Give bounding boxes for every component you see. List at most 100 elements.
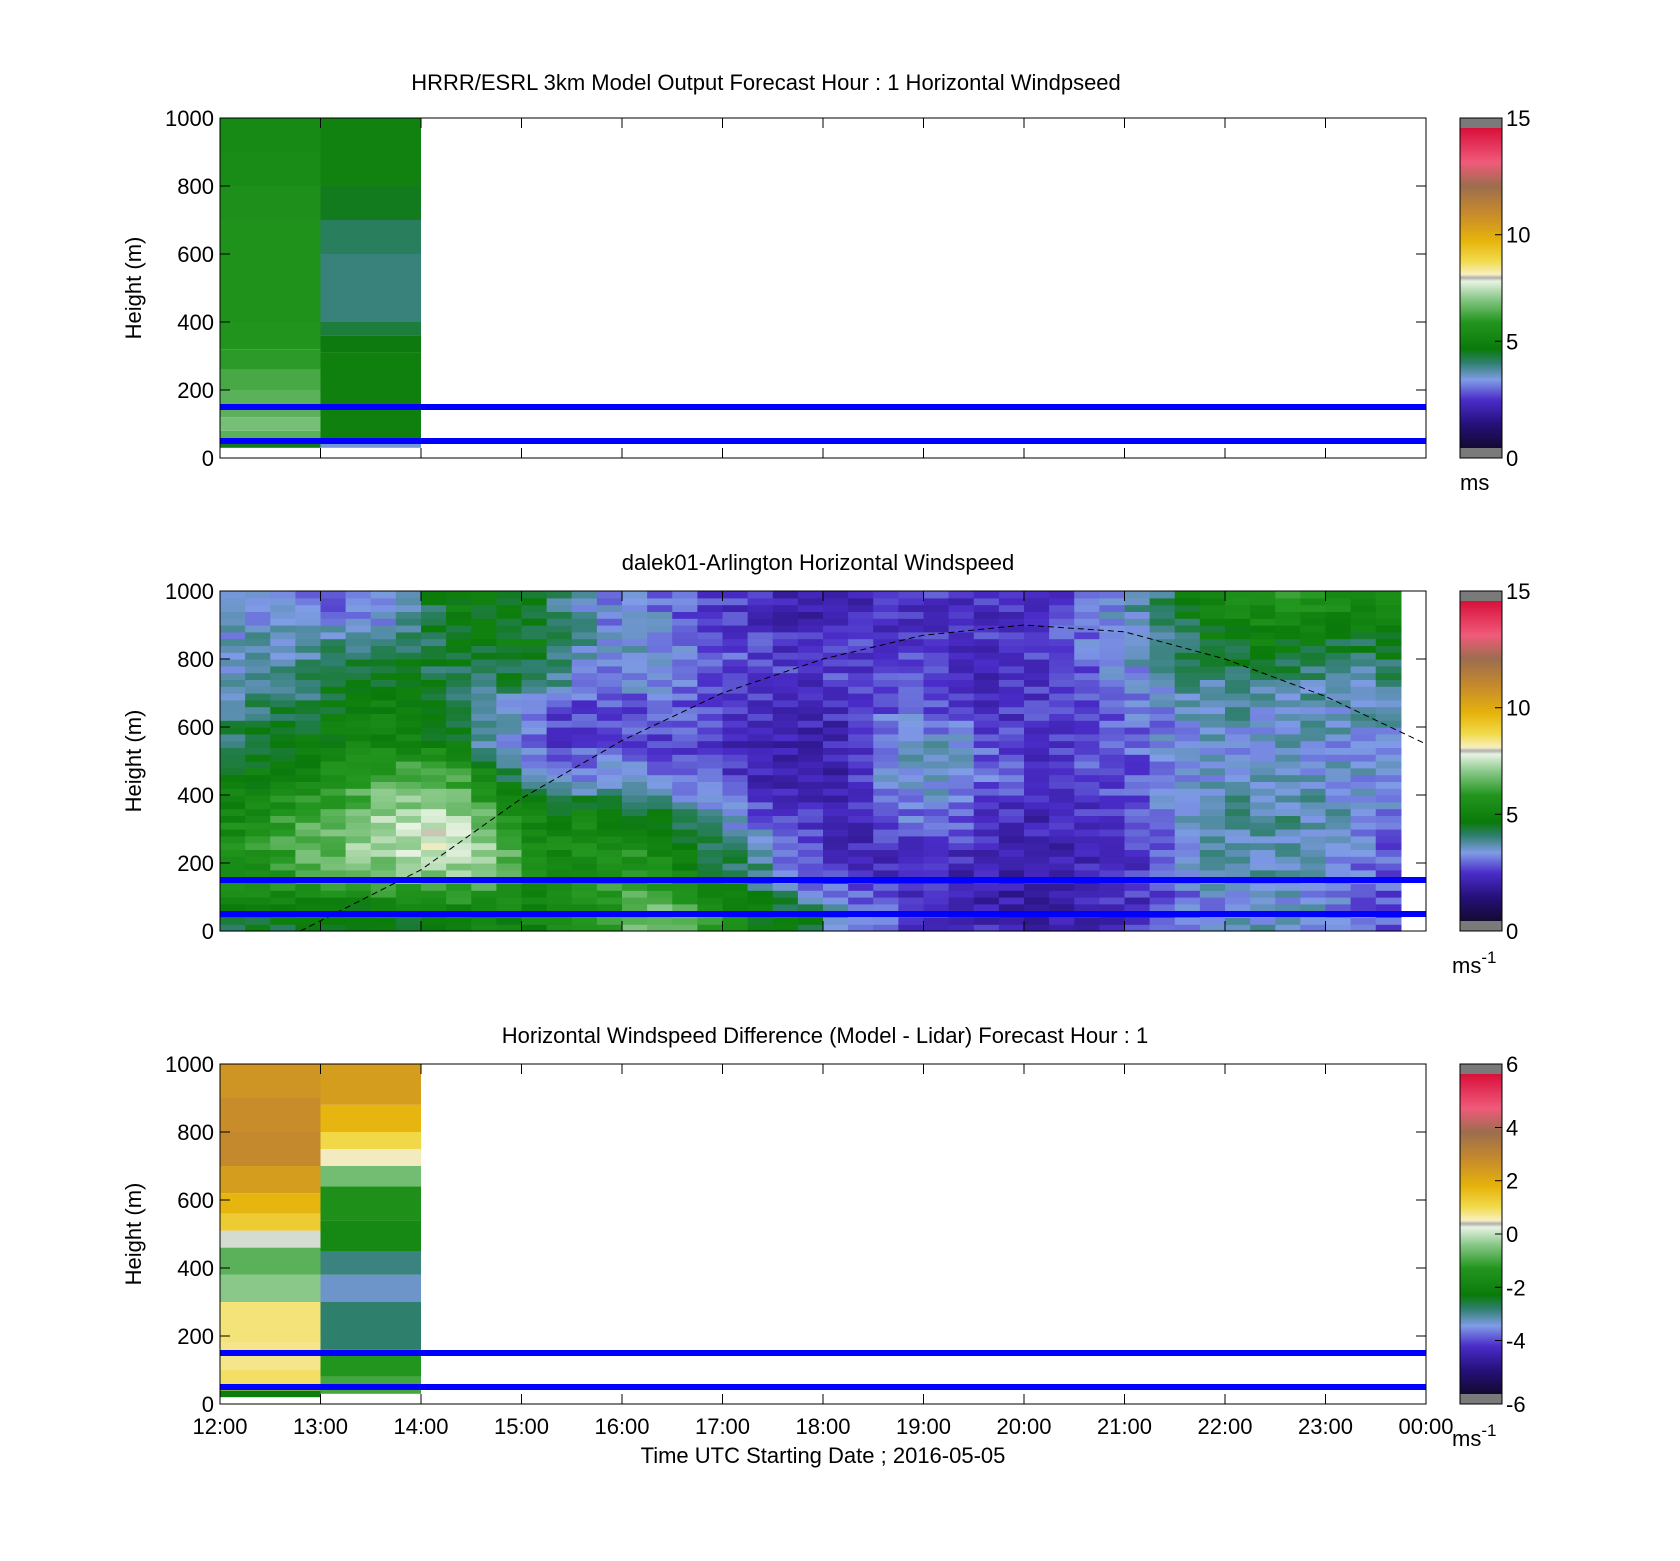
heatmap-cell xyxy=(345,720,372,728)
heatmap-cell xyxy=(395,924,422,932)
heatmap-cell xyxy=(923,638,950,646)
heatmap-cell xyxy=(898,917,925,925)
heatmap-cell xyxy=(948,659,975,667)
heatmap-cell xyxy=(1325,604,1352,612)
heatmap-cell xyxy=(923,863,950,871)
heatmap-cell xyxy=(1300,679,1327,687)
heatmap-cell xyxy=(1074,849,1100,857)
heatmap-cell xyxy=(1325,652,1352,660)
heatmap-cell xyxy=(622,890,648,898)
heatmap-cell xyxy=(546,591,573,599)
heatmap-cell xyxy=(797,835,824,844)
heatmap-cell xyxy=(1350,693,1377,701)
heatmap-cell xyxy=(647,903,673,912)
heatmap-cell xyxy=(1300,869,1327,878)
heatmap-cell xyxy=(270,883,296,891)
heatmap-cell xyxy=(898,713,925,721)
heatmap-cell xyxy=(571,835,598,844)
heatmap-cell xyxy=(245,652,271,660)
heatmap-cell xyxy=(923,652,950,660)
heatmap-cell xyxy=(1049,699,1075,708)
heatmap-cell xyxy=(571,638,598,646)
heatmap-cell xyxy=(245,747,271,755)
heatmap-cell xyxy=(697,638,724,646)
heatmap-cell xyxy=(747,869,774,878)
heatmap-cell xyxy=(471,890,497,898)
heatmap-cell xyxy=(1375,754,1402,762)
heatmap-cell xyxy=(521,597,548,606)
heatmap-cell xyxy=(571,822,598,830)
heatmap-cell xyxy=(1074,869,1100,878)
heatmap-cell xyxy=(998,781,1025,789)
heatmap-cell xyxy=(1199,815,1226,823)
heatmap-cell xyxy=(521,618,548,626)
heatmap-cell xyxy=(1049,706,1075,714)
heatmap-cell xyxy=(1074,631,1100,640)
heatmap-cell xyxy=(948,679,975,687)
colorbar-difference-unit-base: ms xyxy=(1452,1426,1481,1451)
heatmap-cell xyxy=(1225,917,1251,925)
heatmap-cell xyxy=(1099,829,1126,837)
heatmap-cell xyxy=(672,638,698,646)
heatmap-cell xyxy=(1074,761,1100,769)
heatmap-cell xyxy=(521,733,548,742)
heatmap-cell xyxy=(596,829,623,837)
heatmap-cell xyxy=(923,747,950,755)
heatmap-cell xyxy=(1375,740,1402,748)
heatmap-cell xyxy=(898,740,925,748)
heatmap-cell xyxy=(923,849,950,857)
heatmap-cell xyxy=(848,720,874,728)
heatmap-cell xyxy=(1024,645,1050,653)
heatmap-cell xyxy=(220,897,246,905)
heatmap-cell xyxy=(1174,611,1201,619)
heatmap-cell xyxy=(923,801,950,810)
heatmap-cell xyxy=(797,706,824,714)
heatmap-cell xyxy=(823,869,849,878)
heatmap-cell xyxy=(370,890,397,898)
heatmap-cell xyxy=(1124,652,1151,660)
heatmap-cell xyxy=(823,835,849,844)
heatmap-cell xyxy=(647,611,673,619)
heatmap-cell xyxy=(270,727,296,735)
heatmap-cell xyxy=(471,822,497,830)
heatmap-cell xyxy=(446,795,472,803)
heatmap-cell xyxy=(1325,665,1352,674)
heatmap-cell xyxy=(1325,713,1352,721)
heatmap-cell xyxy=(295,713,322,721)
heatmap-cell xyxy=(1300,761,1327,769)
heatmap-cell xyxy=(270,835,296,844)
heatmap-cell xyxy=(747,863,774,871)
heatmap-cell xyxy=(220,665,246,674)
heatmap-cell xyxy=(521,835,548,844)
heatmap-cell xyxy=(1325,727,1352,735)
x-tick-label: 12:00 xyxy=(192,1414,247,1439)
heatmap-cell xyxy=(797,829,824,837)
heatmap-cell xyxy=(370,699,397,708)
heatmap-cell xyxy=(722,659,749,667)
heatmap-cell xyxy=(1149,645,1176,653)
heatmap-cell xyxy=(521,665,548,674)
heatmap-cell xyxy=(320,788,347,796)
heatmap-cell xyxy=(797,604,824,612)
colorbar-tick-label: 4 xyxy=(1506,1115,1518,1140)
heatmap-cell xyxy=(772,788,799,796)
heatmap-cell xyxy=(647,815,673,823)
heatmap-cell xyxy=(973,849,1000,857)
heatmap-cell xyxy=(446,897,472,905)
heatmap-cell xyxy=(747,659,774,667)
heatmap-cell xyxy=(496,822,523,830)
heatmap-cell xyxy=(1049,591,1075,599)
heatmap-cell xyxy=(1074,924,1100,932)
colorbar-tick-label: 0 xyxy=(1506,446,1518,471)
heatmap-cell xyxy=(1300,835,1327,844)
heatmap-cell xyxy=(722,591,749,599)
heatmap-cell xyxy=(1325,659,1352,667)
heatmap-cell xyxy=(823,917,849,925)
heatmap-cell xyxy=(722,761,749,769)
heatmap-cell xyxy=(571,829,598,837)
heatmap-cell xyxy=(1199,849,1226,857)
heatmap-cell xyxy=(1149,767,1176,776)
heatmap-cell xyxy=(1300,883,1327,891)
heatmap-cell xyxy=(370,591,397,599)
heatmap-cell xyxy=(421,740,447,748)
